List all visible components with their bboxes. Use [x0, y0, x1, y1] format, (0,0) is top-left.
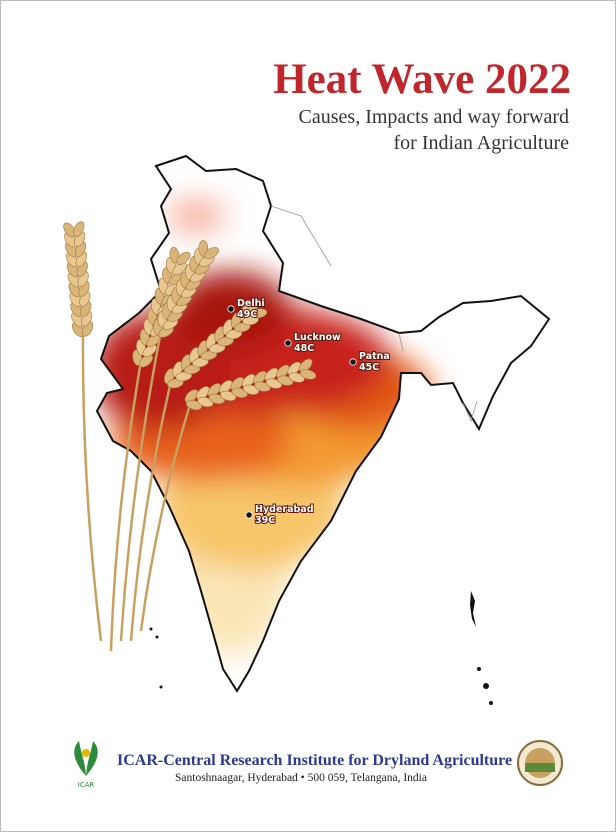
- wheat-grain: [264, 367, 279, 382]
- wheat-stem: [129, 380, 173, 642]
- wheat-grain: [250, 308, 268, 319]
- wheat-grain: [184, 389, 199, 403]
- wheat-grain: [241, 373, 256, 388]
- address: Santoshnaagar, Hyderabad • 500 059, Tela…: [175, 772, 427, 784]
- city-name: Hyderabad: [255, 504, 314, 515]
- wheat-illustration: [63, 221, 317, 652]
- city-dot: [245, 511, 253, 519]
- wheat-grain: [277, 375, 294, 386]
- city-temp: 39C: [255, 515, 275, 526]
- wheat-grain: [167, 378, 184, 389]
- city-temp: 49C: [237, 309, 257, 320]
- city-name: Patna: [359, 351, 390, 362]
- wheat-grain: [138, 354, 154, 368]
- subtitle: for Indian Agriculture: [394, 132, 570, 154]
- logo-text: ICAR: [78, 781, 95, 789]
- wheat-grain: [207, 383, 222, 397]
- wheat-grain: [183, 364, 201, 375]
- wheat-grain: [231, 387, 248, 398]
- wheat-grain: [192, 357, 209, 368]
- heat-map: [97, 156, 549, 691]
- wheat-grain: [242, 315, 259, 326]
- wheat-grain: [254, 381, 271, 392]
- wheat-grain: [287, 361, 302, 376]
- wheat-grain: [253, 370, 267, 385]
- wheat-grain: [73, 221, 85, 237]
- institute-name: ICAR-Central Research Institute for Dryl…: [117, 752, 512, 769]
- city-name: Lucknow: [294, 332, 341, 343]
- wheat-grain: [234, 322, 251, 333]
- wheat-grain: [220, 390, 237, 401]
- institute-emblem: [517, 740, 563, 786]
- city-dot: [284, 339, 292, 347]
- wheat-grain: [225, 329, 243, 340]
- wheat-grain: [218, 380, 233, 394]
- title: Heat Wave 2022: [273, 56, 571, 103]
- wheat-grain: [63, 222, 76, 238]
- wheat-grain: [230, 377, 244, 391]
- islands: [149, 591, 493, 705]
- wheat-grain: [242, 384, 260, 395]
- wheat-grain: [142, 344, 157, 358]
- wheat-grain: [265, 378, 282, 389]
- wheat-grain: [217, 336, 234, 347]
- city-dot: [349, 358, 357, 366]
- wheat-grain: [197, 396, 214, 408]
- state-borders: [270, 205, 478, 423]
- wheat-grain: [203, 247, 219, 259]
- wheat-grain: [185, 399, 203, 411]
- wheat-grain: [288, 372, 305, 383]
- icar-logo: ICAR: [74, 741, 98, 789]
- wheat-grain: [208, 393, 225, 405]
- wheat-stem: [119, 330, 163, 642]
- wheat-stem: [139, 400, 193, 632]
- wheat-grain: [276, 364, 290, 379]
- wheat-grain: [208, 343, 226, 354]
- wheat-grain: [298, 358, 313, 373]
- wheat-grain: [200, 350, 218, 361]
- city-dot: [227, 305, 235, 313]
- wheat-grain: [196, 386, 210, 400]
- wheat-stem: [109, 360, 143, 652]
- wheat-grain: [299, 369, 317, 380]
- wheat-grain: [176, 251, 191, 265]
- wheat-grain: [172, 262, 187, 276]
- city-temp: 45C: [359, 362, 379, 373]
- wheat-grain: [175, 371, 192, 382]
- wheat-stem: [81, 330, 103, 642]
- subtitle: Causes, Impacts and way forward: [299, 106, 569, 128]
- city-temp: 48C: [294, 343, 314, 354]
- city-name: Delhi: [237, 298, 265, 309]
